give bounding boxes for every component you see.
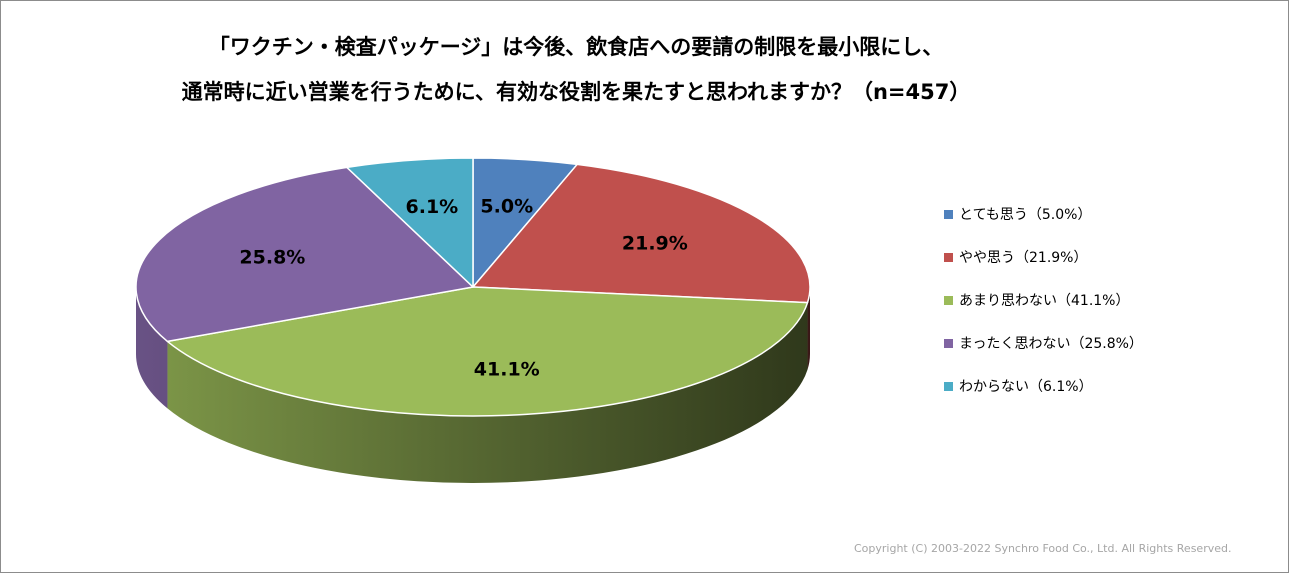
pie-side-3 [167,302,808,483]
data-label-2: 21.9% [622,233,688,255]
legend-swatch-3 [944,296,953,305]
legend-label-1: とても思う（5.0%） [959,207,1092,223]
legend-label-5: わからない（6.1%） [959,379,1093,395]
legend-item-2: やや思う（21.9%） [944,247,1087,267]
legend-label-3: あまり思わない（41.1%） [959,293,1130,309]
legend-item-3: あまり思わない（41.1%） [944,290,1129,310]
legend-swatch-5 [944,382,953,391]
data-label-3: 41.1% [474,359,540,381]
legend-item-4: まったく思わない（25.8%） [944,333,1143,353]
pie-top [135,157,811,417]
chart-title-line-2: 通常時に近い営業を行うために、有効な役割を果たすと思われますか？（n=457） [181,80,971,104]
pie-side-4 [136,287,168,409]
legend-label-4: まったく思わない（25.8%） [959,336,1143,352]
pie-sides [136,287,810,483]
legend-label-2: やや思う（21.9%） [959,250,1088,266]
copyright-notice: Copyright (C) 2003-2022 Synchro Food Co.… [854,542,1232,555]
legend-item-1: とても思う（5.0%） [944,204,1091,224]
chart-title-line-1: 「ワクチン・検査パッケージ」は今後、飲食店への要請の制限を最小限にし、 [208,35,944,59]
pie-slice-4 [135,166,474,343]
data-label-4: 25.8% [239,247,305,269]
legend-swatch-2 [944,253,953,262]
pie-slice-3 [166,286,809,417]
pie-slice-5 [346,157,474,288]
data-label-5: 6.1% [406,196,459,218]
legend-swatch-4 [944,339,953,348]
pie-labels: 5.0% 21.9% 41.1% 25.8% 6.1% [239,195,687,380]
pie-side-2 [807,287,810,370]
legend-item-5: わからない（6.1%） [944,376,1093,396]
legend-swatch-1 [944,210,953,219]
data-label-1: 5.0% [480,195,533,217]
pie-slice-2 [472,163,811,304]
